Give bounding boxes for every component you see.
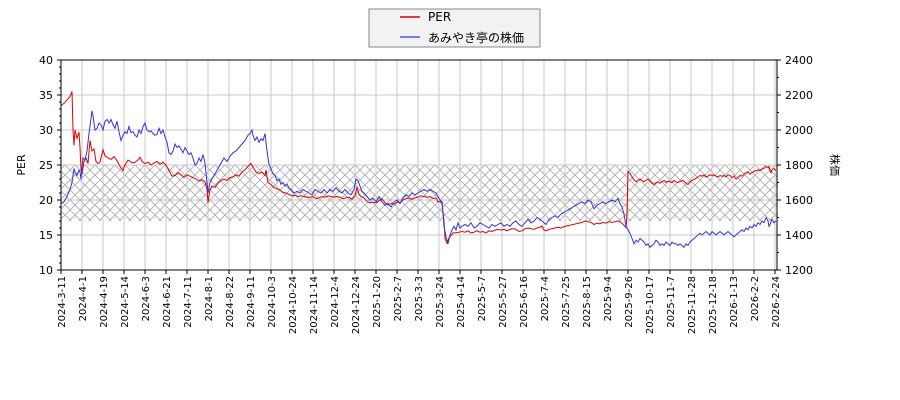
x-tick-label: 2024-8-1 — [204, 276, 215, 321]
x-tick-label: 2024-9-11 — [246, 276, 257, 328]
y-right-tick-label: 1800 — [785, 159, 813, 172]
x-tick-label: 2025-11-7 — [666, 276, 677, 328]
y-axis-left-title: PER — [15, 154, 28, 176]
legend-per-label: PER — [428, 10, 451, 24]
x-tick-label: 2024-11-14 — [309, 276, 320, 334]
x-tick-label: 2024-10-3 — [267, 276, 278, 328]
y-right-tick-label: 2000 — [785, 124, 813, 137]
x-axis-ticks: 2024-3-11 2024-4-1 2024-4-19 2024-5-14 2024-… — [57, 270, 782, 334]
x-tick-label: 2024-6-21 — [162, 276, 173, 328]
x-tick-label: 2025-7-4 — [540, 276, 551, 321]
y-left-tick-label: 35 — [39, 89, 53, 102]
x-tick-label: 2025-10-17 — [645, 276, 656, 334]
x-tick-label: 2024-12-4 — [330, 276, 341, 328]
x-tick-label: 2025-7-25 — [561, 276, 572, 328]
x-tick-label: 2024-7-11 — [183, 276, 194, 328]
y-left-tick-label: 20 — [39, 194, 53, 207]
y-left-tick-label: 10 — [39, 264, 53, 277]
y-right-tick-label: 1600 — [785, 194, 813, 207]
x-tick-label: 2026-1-13 — [729, 276, 740, 328]
x-tick-label: 2024-6-3 — [141, 276, 152, 321]
x-tick-label: 2025-5-27 — [498, 276, 509, 328]
x-tick-label: 2026-2-24 — [771, 276, 782, 328]
x-tick-label: 2025-1-20 — [372, 276, 383, 328]
legend: PER あみやき亭の株価 — [368, 8, 541, 48]
x-tick-label: 2025-6-16 — [519, 276, 530, 328]
y-right-tick-label: 2400 — [785, 54, 813, 67]
x-tick-label: 2025-3-24 — [435, 276, 446, 328]
y-left-tick-label: 40 — [39, 54, 53, 67]
y-right-tick-label: 1400 — [785, 229, 813, 242]
x-tick-label: 2026-2-2 — [750, 276, 761, 321]
y-right-tick-label: 2200 — [785, 89, 813, 102]
stock-price-line — [60, 110, 777, 249]
y-axis-left-ticks: 10 15 20 25 30 35 40 — [39, 54, 61, 277]
y-left-tick-label: 30 — [39, 124, 53, 137]
y-left-tick-label: 25 — [39, 159, 53, 172]
x-tick-label: 2024-5-14 — [120, 276, 131, 328]
x-tick-label: 2024-10-24 — [288, 276, 299, 334]
x-tick-label: 2025-11-28 — [687, 276, 698, 334]
x-tick-label: 2024-4-1 — [78, 276, 89, 321]
y-right-tick-label: 1200 — [785, 264, 813, 277]
x-tick-label: 2024-4-19 — [99, 276, 110, 328]
x-tick-label: 2024-3-11 — [57, 276, 68, 328]
x-tick-label: 2025-8-15 — [582, 276, 593, 328]
x-tick-label: 2025-5-7 — [477, 276, 488, 321]
x-tick-label: 2024-12-24 — [351, 276, 362, 334]
y-axis-right-ticks: 1200 1400 1600 1800 2000 2200 2400 — [777, 54, 813, 277]
y-left-tick-label: 15 — [39, 229, 53, 242]
x-tick-label: 2025-12-18 — [708, 276, 719, 334]
x-tick-label: 2025-2-7 — [393, 276, 404, 321]
y-axis-right-title: 株価 — [828, 154, 842, 176]
x-tick-label: 2025-4-14 — [456, 276, 467, 328]
x-tick-label: 2025-3-3 — [414, 276, 425, 321]
x-tick-label: 2025-9-4 — [603, 276, 614, 321]
x-tick-label: 2025-9-26 — [624, 276, 635, 328]
legend-price-label: あみやき亭の株価 — [428, 30, 524, 45]
x-tick-label: 2024-8-22 — [225, 276, 236, 328]
